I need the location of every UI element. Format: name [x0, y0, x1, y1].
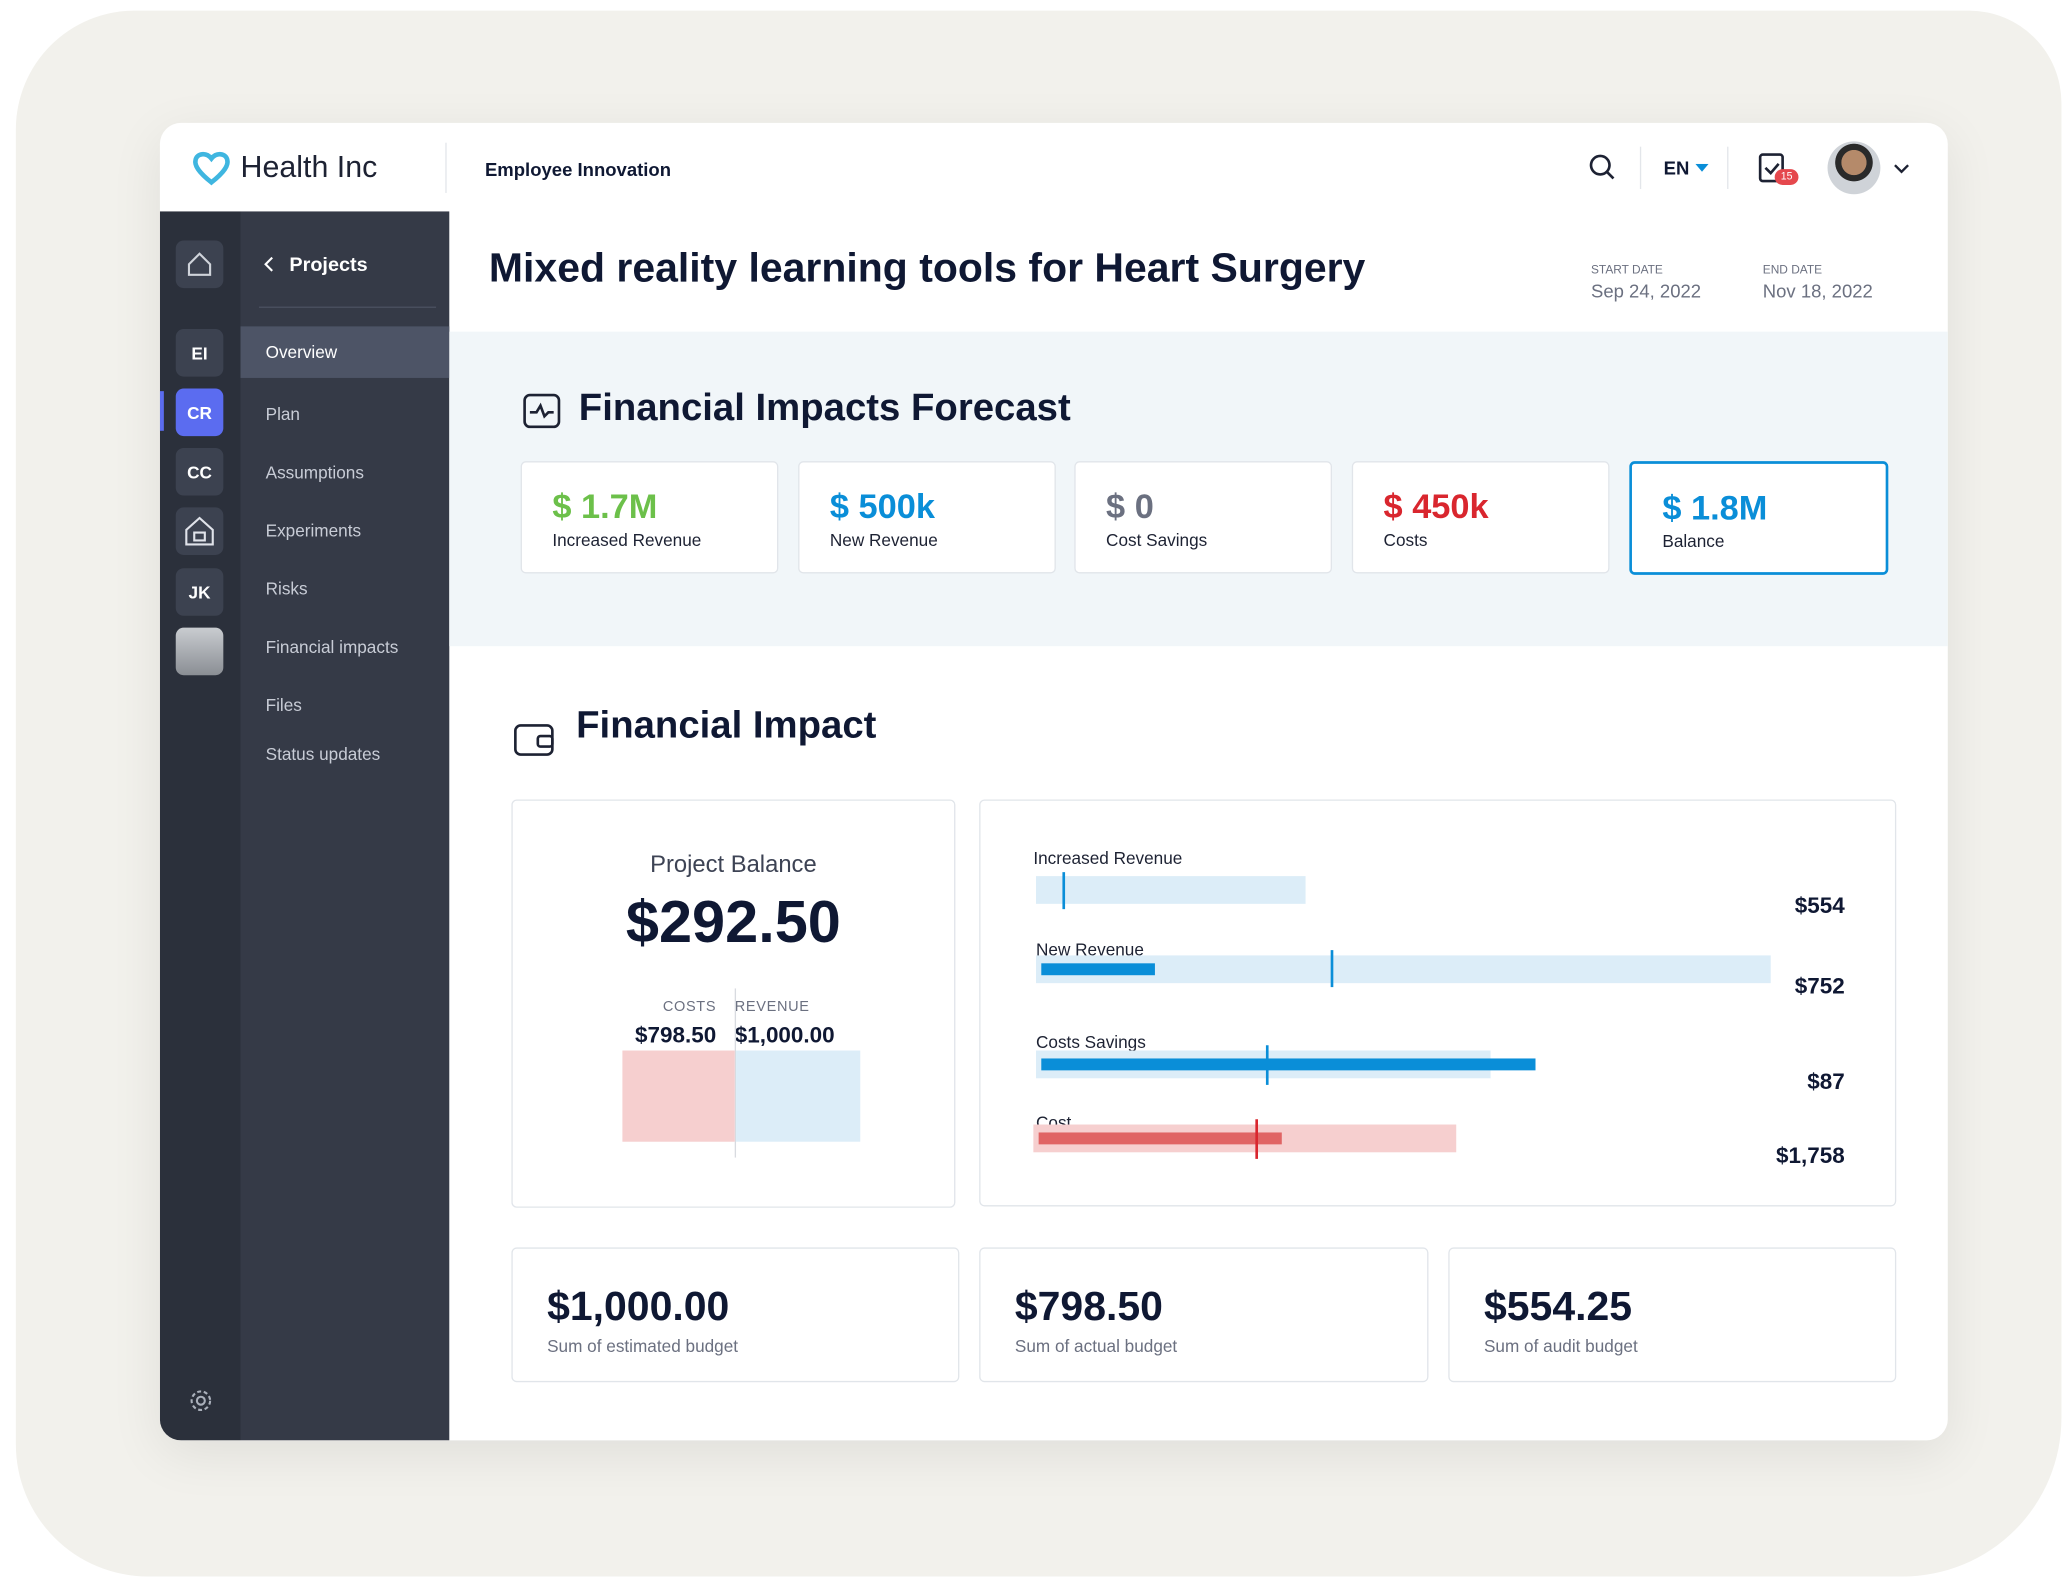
workspace-icon[interactable]: [175, 507, 224, 556]
start-label: START DATE: [1591, 262, 1663, 277]
bullet-value: $1,758: [1776, 1143, 1845, 1169]
balance-value: $292.50: [625, 888, 841, 956]
bullet-target: [1265, 1045, 1269, 1085]
summary-value: $1,000.00: [547, 1283, 730, 1330]
divider: [1639, 146, 1642, 189]
nav-item[interactable]: Assumptions: [265, 462, 364, 483]
nav-item[interactable]: Overview: [265, 342, 338, 363]
summary-value: $554.25: [1483, 1283, 1633, 1330]
balance-card: Project Balance $292.50 COSTS $798.50 RE…: [511, 799, 956, 1208]
nav-item[interactable]: Risks: [265, 578, 308, 599]
divider: [445, 142, 447, 193]
avatar[interactable]: [1827, 141, 1881, 195]
nav-item[interactable]: Plan: [265, 404, 301, 425]
wallet-icon: [514, 724, 554, 756]
workspace-button[interactable]: EI: [175, 329, 224, 377]
notification-badge: 15: [1774, 169, 1799, 186]
app-window: Health Inc Employee Innovation EN 15 EI …: [159, 122, 1948, 1441]
revenue-value: $1,000.00: [734, 1022, 835, 1048]
bullet-label: Costs Savings: [1036, 1032, 1146, 1052]
active-nav-bg: [240, 326, 450, 378]
section-title: Financial Impact: [576, 704, 877, 747]
workspace-image[interactable]: [175, 627, 224, 676]
workspace-button[interactable]: CC: [175, 447, 224, 496]
costs-block: [622, 1050, 735, 1142]
bullet-bar: [1041, 1058, 1536, 1071]
card-label: Balance: [1662, 531, 1725, 552]
workspace-button[interactable]: JK: [175, 568, 224, 616]
bullet-target: [1330, 950, 1334, 988]
search-icon[interactable]: [1588, 153, 1617, 182]
bullet-target: [1062, 872, 1066, 910]
workspace-rail: EI CR CC JK: [159, 211, 241, 1441]
nav-item[interactable]: Status updates: [265, 743, 381, 764]
card-value: $ 1.7M: [552, 486, 658, 526]
brand-logo: [193, 151, 230, 186]
start-date: Sep 24, 2022: [1591, 280, 1702, 302]
summary-label: Sum of estimated budget: [547, 1335, 739, 1356]
bullet-range: [1036, 876, 1306, 904]
bullet-label: Increased Revenue: [1033, 848, 1183, 869]
card-label: New Revenue: [829, 529, 938, 550]
card-label: Increased Revenue: [552, 529, 702, 550]
forecast-card: $ 500k New Revenue: [798, 461, 1056, 574]
card-value: $ 0: [1106, 486, 1154, 526]
bullet-bar: [1041, 963, 1155, 976]
revenue-label: REVENUE: [734, 999, 810, 1015]
summary-card: $1,000.00 Sum of estimated budget: [511, 1247, 960, 1383]
section-title: Financial Impacts Forecast: [578, 387, 1071, 430]
caret: [1695, 163, 1709, 172]
bullet-label: New Revenue: [1036, 939, 1144, 960]
bullet-card: Increased Revenue $554 New Revenue $752 …: [979, 799, 1897, 1207]
end-date: Nov 18, 2022: [1762, 280, 1873, 302]
card-value: $ 500k: [829, 486, 935, 526]
forecast-card: $ 0 Cost Savings: [1074, 461, 1333, 574]
revenue-block: [736, 1050, 861, 1142]
workspace-button[interactable]: CR: [175, 388, 224, 437]
summary-card: $554.25 Sum of audit budget: [1448, 1247, 1897, 1383]
language-select[interactable]: EN: [1663, 157, 1690, 179]
card-label: Costs: [1383, 529, 1428, 550]
forecast-card: $ 450k Costs: [1351, 461, 1610, 574]
balance-label: Project Balance: [650, 851, 817, 878]
costs-label: COSTS: [662, 999, 717, 1015]
brand-name: Health Inc: [240, 149, 378, 184]
card-label: Cost Savings: [1106, 529, 1208, 550]
nav-item[interactable]: Experiments: [265, 520, 362, 541]
home-button[interactable]: [175, 240, 224, 289]
card-value: $ 450k: [1383, 486, 1489, 526]
end-label: END DATE: [1762, 262, 1823, 277]
summary-card: $798.50 Sum of actual budget: [979, 1247, 1429, 1383]
card-value: $ 1.8M: [1662, 487, 1768, 528]
nav-item[interactable]: Financial impacts: [265, 636, 399, 657]
forecast-icon: [523, 393, 561, 429]
forecast-card[interactable]: $ 1.8M Balance: [1629, 461, 1889, 575]
summary-value: $798.50: [1014, 1283, 1163, 1330]
divider: [734, 988, 737, 1158]
workspace-name[interactable]: Employee Innovation: [484, 158, 672, 180]
project-nav: Projects Overview Plan Assumptions Exper…: [240, 211, 450, 1441]
divider: [1727, 146, 1729, 189]
forecast-card: $ 1.7M Increased Revenue: [520, 461, 779, 574]
bullet-value: $87: [1807, 1069, 1845, 1095]
project-title: Mixed reality learning tools for Heart S…: [488, 244, 1366, 291]
bullet-bar: [1038, 1132, 1282, 1145]
settings-icon[interactable]: [188, 1388, 214, 1414]
bullet-target: [1255, 1119, 1259, 1159]
summary-label: Sum of audit budget: [1483, 1335, 1638, 1356]
nav-item[interactable]: Files: [265, 695, 302, 715]
back-icon[interactable]: [263, 256, 276, 272]
summary-label: Sum of actual budget: [1014, 1335, 1178, 1356]
costs-value: $798.50: [635, 1022, 717, 1048]
chevron-down[interactable]: [1894, 164, 1910, 175]
active-indicator: [159, 391, 164, 431]
bullet-value: $752: [1794, 973, 1845, 1000]
divider: [259, 306, 437, 308]
back-link[interactable]: Projects: [289, 253, 368, 277]
bullet-range: [1036, 955, 1771, 984]
tasks-icon[interactable]: [1758, 149, 1790, 183]
bullet-value: $554: [1794, 893, 1845, 919]
